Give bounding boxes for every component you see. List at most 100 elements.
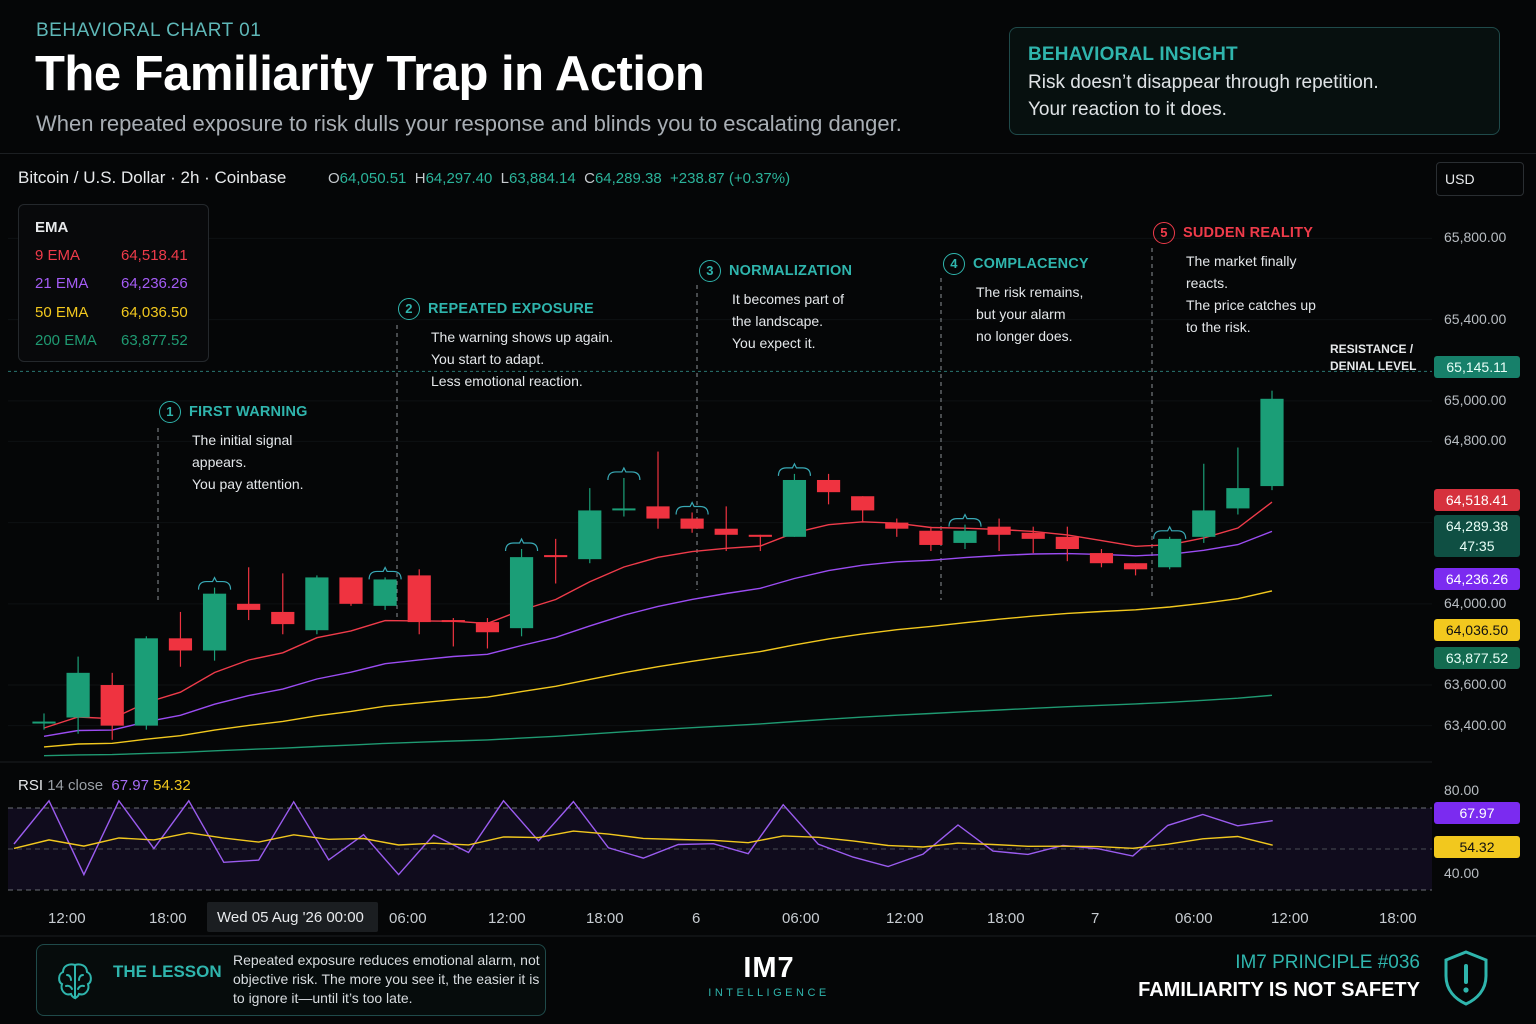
insight-line-1: Risk doesn’t disappear through repetitio…	[1028, 72, 1379, 93]
behavioral-insight-card: BEHAVIORAL INSIGHT Risk doesn’t disappea…	[1009, 27, 1500, 135]
candle-body	[1089, 553, 1114, 564]
annotation-sudden-reality: 5 SUDDEN REALITY The market finally reacts…	[1153, 222, 1316, 338]
candle-body	[305, 577, 329, 631]
brain-icon	[58, 963, 92, 1000]
lesson-title: THE LESSON	[113, 962, 222, 981]
candle-body	[646, 506, 670, 519]
price-tick-label: 63,400.00	[1444, 716, 1507, 733]
candle-body	[578, 510, 602, 560]
rsi-level-40: 40.00	[1444, 865, 1480, 881]
bracket-marker	[504, 537, 539, 552]
time-label: 6	[692, 910, 701, 927]
brand-logo: IM7 INTELLIGENCE	[708, 952, 830, 999]
currency-selector[interactable]: USD	[1436, 162, 1524, 196]
shield-alert-icon	[1444, 950, 1488, 1006]
rsi-level-80: 80.00	[1444, 782, 1480, 798]
price-tick-label: 65,000.00	[1444, 391, 1507, 408]
candle-body	[919, 530, 943, 545]
candle-body	[441, 620, 465, 623]
candle-body	[373, 579, 397, 606]
time-label: 12:00	[488, 910, 526, 927]
candle-body	[782, 479, 807, 537]
time-label: 7	[1091, 910, 1100, 927]
candle-body	[1158, 538, 1182, 568]
ema-200-line	[43, 694, 1273, 757]
candle-body	[1021, 532, 1045, 539]
ema21-price-tag: 64,236.26	[1434, 568, 1520, 590]
ohlc-change: +238.87 (+0.37%)	[670, 170, 791, 187]
annotation-repeated-exposure: 2 REPEATED EXPOSURE The warning shows up …	[398, 298, 613, 392]
candle-body	[475, 622, 500, 633]
candle-body	[134, 638, 158, 726]
principle-number: IM7 PRINCIPLE #036	[1235, 952, 1420, 973]
last-price-tag: 64,289.38 47:35	[1434, 515, 1520, 557]
candle-body	[544, 555, 568, 558]
candle-body	[987, 526, 1011, 535]
insight-line-2: Your reaction to it does.	[1028, 99, 1227, 120]
ohlc-readout: O64,050.51 H64,297.40 L63,884.14 C64,289…	[328, 170, 790, 187]
page-subtitle: When repeated exposure to risk dulls you…	[36, 111, 902, 136]
annotation-first-warning: 1 FIRST WARNING The initial signal appears…	[159, 401, 308, 495]
candle-body	[202, 593, 227, 651]
candle-body	[1192, 510, 1216, 537]
principle-block: IM7 PRINCIPLE #036 FAMILIARITY IS NOT SA…	[1060, 952, 1420, 1002]
candle-body	[271, 611, 295, 625]
ohlc-low: 63,884.14	[509, 170, 576, 187]
candle-body	[748, 534, 772, 537]
chart-kicker: BEHAVIORAL CHART 01	[36, 20, 262, 41]
ohlc-low-key: L	[500, 170, 510, 187]
rsi-ma-line	[13, 830, 1273, 850]
lesson-body: Repeated exposure reduces emotional alar…	[233, 952, 540, 1006]
time-label: 12:00	[886, 910, 924, 927]
bracket-marker	[368, 566, 402, 580]
bracket-marker	[197, 576, 232, 590]
page-title: The Familiarity Trap in Action	[35, 47, 705, 101]
bracket-marker	[607, 466, 641, 480]
bracket-marker	[1153, 525, 1187, 539]
time-label: 18:00	[987, 910, 1025, 927]
candle-body	[1055, 536, 1079, 550]
bracket-marker	[777, 462, 812, 476]
time-label: 06:00	[1175, 910, 1213, 927]
bracket-marker	[675, 501, 709, 515]
candle-body	[1123, 563, 1148, 570]
candle-body	[407, 575, 431, 623]
ema-legend: EMA 9 EMA 64,518.41 21 EMA 64,236.26 50 EM…	[18, 204, 209, 362]
price-tick-label: 65,400.00	[1444, 310, 1507, 327]
annotation-complacency: 4 COMPLACENCY The risk remains, but your a…	[943, 253, 1089, 347]
time-label: 06:00	[782, 910, 820, 927]
time-label: 12:00	[48, 910, 86, 927]
candle-body	[339, 577, 363, 604]
candle-body	[816, 479, 841, 493]
resistance-label: RESISTANCE / DENIAL LEVEL	[1330, 342, 1417, 373]
ohlc-high-key: H	[414, 170, 426, 187]
rsi-ma-tag: 54.32	[1434, 836, 1520, 858]
ema-9-line	[43, 501, 1273, 729]
principle-statement: FAMILIARITY IS NOT SAFETY	[1138, 979, 1420, 1001]
candle-body	[100, 685, 124, 726]
symbol-title[interactable]: Bitcoin / U.S. Dollar · 2h · Coinbase	[18, 168, 287, 187]
ema200-price-tag: 63,877.52	[1434, 647, 1520, 669]
ohlc-open: 64,050.51	[339, 170, 407, 187]
rsi-line	[13, 799, 1273, 877]
candle-body	[680, 518, 704, 529]
candle-body	[612, 508, 636, 511]
price-tick-label: 64,800.00	[1444, 432, 1507, 449]
candle-body	[885, 522, 909, 529]
candle-body	[237, 603, 261, 610]
header-divider	[0, 153, 1536, 154]
ema-legend-title: EMA	[35, 219, 69, 236]
ohlc-open-key: O	[328, 170, 340, 187]
ema9-price-tag: 64,518.41	[1434, 489, 1520, 511]
rsi-value-tag: 67.97	[1434, 802, 1520, 824]
candle-body	[168, 638, 193, 651]
time-cursor-label: Wed 05 Aug '26 00:00	[207, 902, 378, 932]
time-label: 18:00	[586, 910, 624, 927]
candle-body	[66, 672, 90, 718]
candle-body	[714, 528, 738, 535]
price-tick-label: 63,600.00	[1444, 676, 1507, 692]
ema50-price-tag: 64,036.50	[1434, 619, 1520, 641]
time-label: 12:00	[1271, 910, 1309, 927]
candle-body	[1260, 398, 1284, 487]
